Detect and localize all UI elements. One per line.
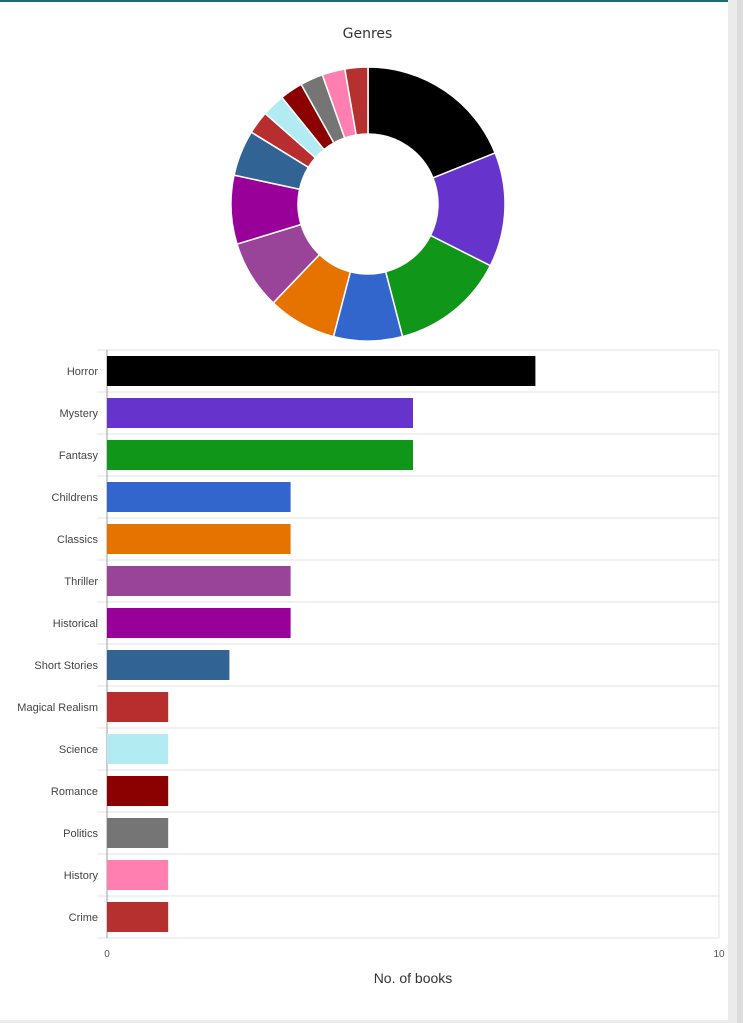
- bar-politics[interactable]: [107, 818, 169, 848]
- bar-science[interactable]: [107, 734, 169, 764]
- bar-chart-grid: [97, 349, 720, 939]
- x-axis-title: No. of books: [374, 970, 453, 986]
- bar-history[interactable]: [107, 860, 169, 890]
- bar-label-mystery: Mystery: [60, 408, 99, 420]
- x-tick-label-0: 0: [104, 949, 110, 960]
- bar-label-historical: Historical: [53, 618, 98, 630]
- bar-chart-x-axis: 0 10 No. of books: [104, 949, 725, 986]
- genres-bar-chart: Horror Mystery Fantasy Childrens Classics Thr…: [17, 356, 536, 932]
- bar-horror[interactable]: [107, 356, 536, 386]
- bar-label-thriller: Thriller: [64, 576, 98, 588]
- bar-label-science: Science: [59, 744, 98, 756]
- bar-label-romance: Romance: [51, 786, 98, 798]
- bar-label-crime: Crime: [69, 912, 98, 924]
- bar-crime[interactable]: [107, 902, 169, 932]
- bar-magical-realism[interactable]: [107, 692, 169, 722]
- bar-short-stories[interactable]: [107, 650, 230, 680]
- bar-mystery[interactable]: [107, 398, 413, 428]
- bar-label-history: History: [64, 870, 99, 882]
- donut-slice-horror[interactable]: [367, 66, 497, 179]
- bar-romance[interactable]: [107, 776, 169, 806]
- scrollbar-track[interactable]: [737, 0, 743, 1023]
- bar-childrens[interactable]: [107, 482, 291, 512]
- bar-label-classics: Classics: [57, 534, 98, 546]
- bar-label-childrens: Childrens: [52, 492, 99, 504]
- bar-label-fantasy: Fantasy: [59, 450, 99, 462]
- bar-label-magical-realism: Magical Realism: [17, 702, 98, 714]
- genres-donut-chart: [230, 66, 506, 342]
- x-tick-label-1: 10: [713, 949, 725, 960]
- bar-label-horror: Horror: [67, 366, 99, 378]
- bar-thriller[interactable]: [107, 566, 291, 596]
- bar-classics[interactable]: [107, 524, 291, 554]
- bar-label-short-stories: Short Stories: [34, 660, 98, 672]
- bar-fantasy[interactable]: [107, 440, 413, 470]
- donut-chart-title: Genres: [342, 26, 393, 42]
- donut-slice-crime[interactable]: [343, 66, 369, 136]
- bar-label-politics: Politics: [63, 828, 98, 840]
- bar-historical[interactable]: [107, 608, 291, 638]
